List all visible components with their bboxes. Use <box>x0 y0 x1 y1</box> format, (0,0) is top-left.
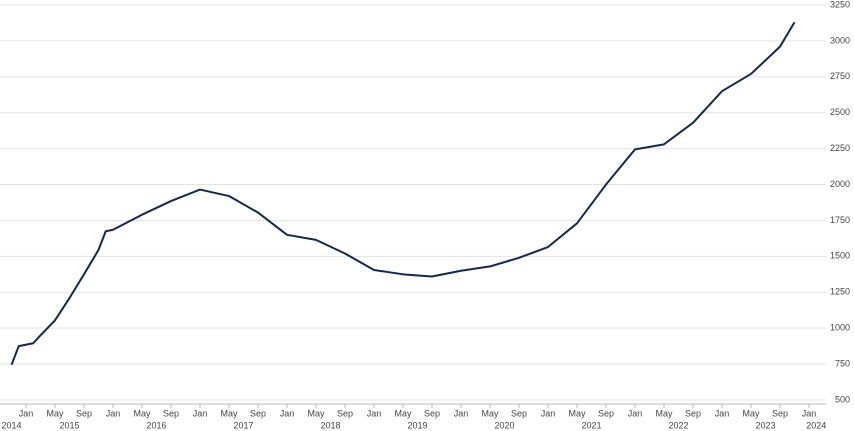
x-tick-label: Jan <box>628 408 643 418</box>
x-tick-label: May <box>655 408 673 418</box>
x-year-label: 2021 <box>581 420 601 430</box>
x-tick-label: Jan <box>367 408 382 418</box>
x-year-label: 2014 <box>1 420 21 430</box>
x-tick-label: Sep <box>163 408 179 418</box>
x-year-label: 2018 <box>320 420 340 430</box>
x-tick-label: May <box>568 408 586 418</box>
y-tick-label: 1000 <box>830 323 850 333</box>
x-tick-label: May <box>46 408 64 418</box>
y-tick-label: 500 <box>835 394 850 404</box>
x-year-label: 2023 <box>755 420 775 430</box>
x-year-label: 2020 <box>494 420 514 430</box>
x-tick-label: May <box>220 408 238 418</box>
x-year-label: 2017 <box>233 420 253 430</box>
y-tick-label: 2500 <box>830 107 850 117</box>
x-tick-label: Jan <box>715 408 730 418</box>
x-tick-label: Sep <box>511 408 527 418</box>
x-tick-label: Jan <box>19 408 34 418</box>
x-tick-label: Sep <box>337 408 353 418</box>
x-tick-label: Jan <box>106 408 121 418</box>
y-tick-label: 2750 <box>830 71 850 81</box>
x-tick-label: Jan <box>193 408 208 418</box>
x-tick-label: May <box>133 408 151 418</box>
x-tick-label: May <box>394 408 412 418</box>
y-tick-label: 2000 <box>830 179 850 189</box>
x-tick-label: Sep <box>772 408 788 418</box>
y-tick-label: 2250 <box>830 143 850 153</box>
y-tick-label: 1500 <box>830 251 850 261</box>
x-year-label: 2024 <box>806 420 826 430</box>
y-tick-label: 750 <box>835 358 850 368</box>
x-tick-label: Jan <box>280 408 295 418</box>
x-tick-label: May <box>307 408 325 418</box>
x-tick-label: Jan <box>802 408 817 418</box>
x-tick-label: Sep <box>250 408 266 418</box>
x-tick-label: Jan <box>454 408 469 418</box>
y-tick-label: 3000 <box>830 35 850 45</box>
x-year-label: 2022 <box>668 420 688 430</box>
x-year-label: 2019 <box>407 420 427 430</box>
x-tick-label: Jan <box>541 408 556 418</box>
x-tick-label: Sep <box>424 408 440 418</box>
x-year-label: 2016 <box>146 420 166 430</box>
x-tick-label: Sep <box>598 408 614 418</box>
y-tick-label: 1750 <box>830 215 850 225</box>
x-tick-label: May <box>481 408 499 418</box>
y-tick-label: 3250 <box>830 0 850 9</box>
x-tick-label: Sep <box>76 408 92 418</box>
x-year-label: 2015 <box>59 420 79 430</box>
y-tick-label: 1250 <box>830 287 850 297</box>
x-tick-label: May <box>742 408 760 418</box>
line <box>10 21 796 366</box>
x-tick-label: Sep <box>685 408 701 418</box>
